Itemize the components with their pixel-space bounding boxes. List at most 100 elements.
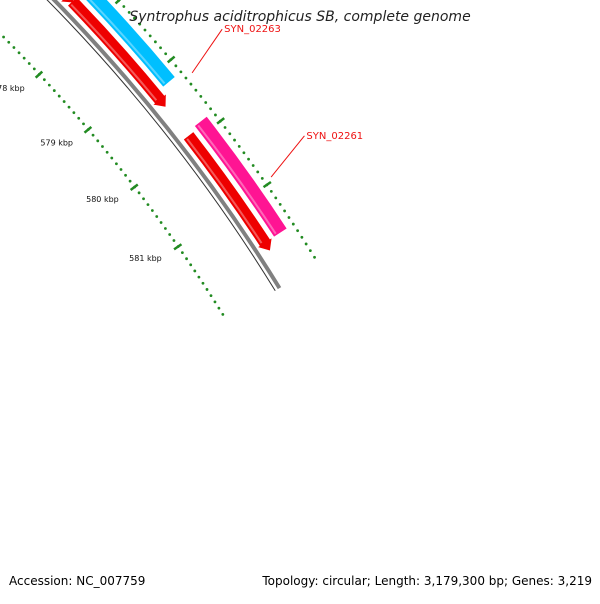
scale-dot xyxy=(105,150,109,154)
outer-scale-dot xyxy=(313,255,316,259)
scale-dot xyxy=(115,162,118,166)
scale-major-tick xyxy=(83,125,93,134)
gene-highlight xyxy=(88,0,166,85)
outer-major-tick xyxy=(216,117,225,125)
scale-dot xyxy=(159,221,163,224)
scale-tick-label: 578 kbp xyxy=(0,84,25,93)
gene-highlight xyxy=(197,124,277,235)
gene-label: SYN_02261 xyxy=(306,131,363,142)
outer-scale-dot xyxy=(199,94,203,98)
scale-dot xyxy=(193,269,197,273)
outer-scale-dot xyxy=(296,229,300,233)
outer-scale-dot xyxy=(159,46,162,50)
gene-minus-3 xyxy=(61,0,74,3)
gene-highlight xyxy=(70,3,158,101)
scale-dot xyxy=(146,203,150,207)
scale-dot xyxy=(163,227,167,230)
scale-dot xyxy=(209,294,213,298)
accession-text: Accession: NC_007759 xyxy=(9,574,146,588)
scale-dot xyxy=(189,263,193,267)
scale-dot xyxy=(42,78,46,82)
outer-scale-dot xyxy=(304,242,308,246)
scale-dot xyxy=(217,306,221,310)
outer-major-tick xyxy=(114,0,122,5)
scale-dot xyxy=(205,288,209,291)
scale-dot xyxy=(180,251,184,255)
gene-syn_02264 xyxy=(86,0,175,87)
outer-scale-dot xyxy=(247,157,250,161)
outer-scale-dot xyxy=(242,151,246,155)
scale-dot xyxy=(52,89,56,92)
gene-minus-4 xyxy=(68,0,166,107)
outer-scale-dot xyxy=(148,34,152,38)
scale-dot xyxy=(124,173,127,177)
scale-major-tick xyxy=(129,183,139,192)
scale-dot xyxy=(82,122,85,126)
gene-highlight xyxy=(186,138,263,244)
outer-scale-dot xyxy=(127,10,131,14)
scale-dot xyxy=(168,233,172,236)
scale-dot xyxy=(221,312,225,316)
scale-dot xyxy=(150,209,154,212)
gene-label: SYN_02263 xyxy=(224,24,281,35)
scale-dot xyxy=(128,179,132,183)
scale-dot xyxy=(213,300,217,304)
genome-title: Syntrophus aciditrophicus SB, complete g… xyxy=(129,9,471,25)
scale-dot xyxy=(7,40,11,44)
outer-scale-dot xyxy=(138,22,142,26)
scale-tick-label: 579 kbp xyxy=(40,138,73,147)
genome-backbone xyxy=(46,0,282,292)
scale-dot xyxy=(185,257,188,261)
backbone-line xyxy=(51,0,282,290)
outer-scale-dot xyxy=(179,70,183,74)
scale-dot xyxy=(142,197,145,201)
outer-scale-dot xyxy=(133,16,136,20)
outer-scale-dot xyxy=(283,209,286,213)
outer-scale-dot xyxy=(174,64,178,68)
scale-major-tick xyxy=(34,70,44,79)
outer-scale-dot xyxy=(164,52,168,56)
outer-scale-dot xyxy=(260,176,264,180)
scale-dot xyxy=(57,94,61,98)
outer-scale-dot xyxy=(237,144,241,148)
outer-scale-dot xyxy=(184,76,188,80)
gene-features xyxy=(61,0,287,251)
scale-dot xyxy=(96,139,100,143)
outer-scale-dot xyxy=(122,5,126,8)
outer-scale-dot xyxy=(256,170,260,174)
topology-summary: Topology: circular; Length: 3,179,300 bp… xyxy=(262,574,592,588)
outer-scale-dot xyxy=(274,196,278,200)
backbone-inner-line xyxy=(46,0,276,292)
outer-scale-dot xyxy=(228,132,232,136)
gene-label-leader xyxy=(191,28,223,74)
scale-dot xyxy=(62,100,66,103)
scale-dot xyxy=(101,145,104,148)
outer-scale-dot xyxy=(194,88,198,92)
outer-scale-dot xyxy=(251,164,255,167)
outer-scale-dot xyxy=(291,222,295,226)
outer-scale-dot xyxy=(233,138,236,142)
gene-syn_02261 xyxy=(194,116,287,237)
outer-scale-dot xyxy=(278,202,282,206)
scale-dot xyxy=(91,133,95,137)
scale-dot xyxy=(172,239,176,242)
scale-dot xyxy=(12,46,16,49)
scale-dot xyxy=(119,168,123,171)
outer-scale-dot xyxy=(143,28,147,32)
scale-major-tick xyxy=(173,243,183,251)
scale-dot xyxy=(197,275,201,279)
scale-dot xyxy=(155,215,159,218)
gene-labels: SYN_02267SYN_02266SYN_02265SYN_02264SYN_… xyxy=(191,24,363,178)
gene-minus-5 xyxy=(183,132,272,251)
scale-tick-label: 580 kbp xyxy=(86,195,119,204)
outer-scale-dot xyxy=(204,101,208,104)
outer-scale-dot xyxy=(287,216,291,219)
scale-dot xyxy=(77,116,81,120)
outer-major-tick xyxy=(166,55,176,64)
outer-scale-dot xyxy=(223,126,227,129)
outer-scale-dot xyxy=(209,107,212,111)
scale-dot xyxy=(201,281,205,285)
